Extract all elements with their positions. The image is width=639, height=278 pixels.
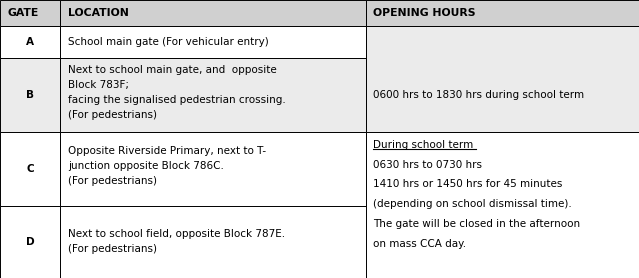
Text: 0600 hrs to 1830 hrs during school term: 0600 hrs to 1830 hrs during school term	[373, 90, 584, 100]
Bar	[0, 0, 60, 26]
Text: B: B	[26, 90, 34, 100]
Bar	[366, 26, 639, 132]
Bar	[60, 58, 366, 132]
Text: Next to school field, opposite Block 787E.
(For pedestrians): Next to school field, opposite Block 787…	[68, 229, 285, 254]
Text: 1410 hrs or 1450 hrs for 45 minutes: 1410 hrs or 1450 hrs for 45 minutes	[373, 179, 562, 189]
Bar	[0, 206, 60, 278]
Text: (depending on school dismissal time).: (depending on school dismissal time).	[373, 199, 572, 209]
Text: on mass CCA day.: on mass CCA day.	[373, 239, 466, 249]
Bar	[0, 58, 60, 132]
Text: Next to school main gate, and  opposite
Block 783F;
facing the signalised pedest: Next to school main gate, and opposite B…	[68, 64, 286, 120]
Bar	[0, 26, 60, 58]
Text: GATE: GATE	[8, 8, 39, 18]
Text: D: D	[26, 237, 35, 247]
Text: LOCATION: LOCATION	[68, 8, 128, 18]
Bar	[60, 206, 366, 278]
Text: The gate will be closed in the afternoon: The gate will be closed in the afternoon	[373, 219, 580, 229]
Text: OPENING HOURS: OPENING HOURS	[373, 8, 475, 18]
Text: Opposite Riverside Primary, next to T-
junction opposite Block 786C.
(For pedest: Opposite Riverside Primary, next to T- j…	[68, 146, 266, 186]
Bar	[366, 132, 639, 278]
Bar	[366, 0, 639, 26]
Text: School main gate (For vehicular entry): School main gate (For vehicular entry)	[68, 37, 268, 47]
Text: A: A	[26, 37, 34, 47]
Bar	[60, 0, 366, 26]
Bar	[60, 26, 366, 58]
Bar	[0, 132, 60, 206]
Text: 0630 hrs to 0730 hrs: 0630 hrs to 0730 hrs	[373, 160, 482, 170]
Text: During school term: During school term	[373, 140, 473, 150]
Text: C: C	[26, 164, 34, 174]
Bar	[60, 132, 366, 206]
